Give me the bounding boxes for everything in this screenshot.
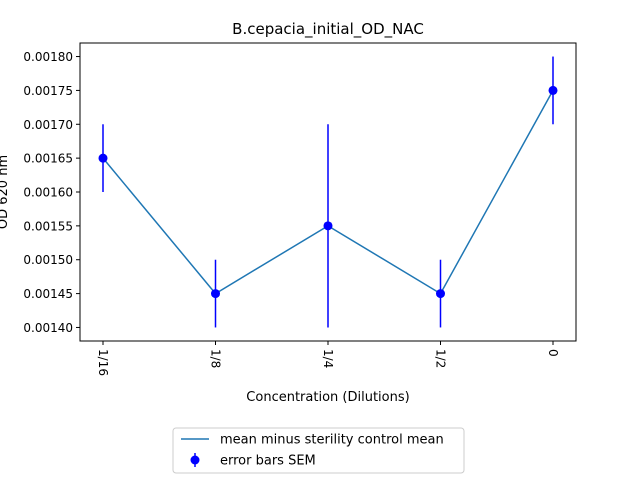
x-tick-label: 1/2 (434, 349, 448, 368)
data-point (323, 221, 333, 231)
x-axis-title: Concentration (Dilutions) (246, 390, 409, 405)
data-point (548, 85, 558, 95)
y-tick-label: 0.00150 (23, 253, 73, 267)
x-tick-label: 1/4 (321, 349, 335, 368)
legend-point-marker (190, 455, 200, 465)
y-tick-label: 0.00145 (23, 287, 73, 301)
y-tick-label: 0.00180 (23, 50, 73, 64)
legend: mean minus sterility control mean error … (172, 427, 465, 474)
data-point (436, 289, 445, 299)
y-tick-label: 0.00170 (23, 118, 73, 132)
chart-title: B.cepacia_initial_OD_NAC (232, 20, 424, 39)
y-tick-label: 0.00175 (23, 84, 73, 98)
legend-label-sem: error bars SEM (220, 454, 316, 469)
y-tick-label: 0.00160 (23, 186, 73, 200)
y-axis-title: OD 620 nm (0, 155, 11, 229)
x-tick-label: 0 (546, 349, 560, 357)
y-tick-label: 0.00165 (23, 152, 73, 166)
data-point (211, 289, 220, 299)
legend-box (172, 427, 465, 474)
data-point (98, 153, 108, 163)
y-tick-label: 0.00140 (23, 321, 73, 335)
y-tick-label: 0.00155 (23, 219, 73, 233)
x-tick-label: 1/8 (209, 349, 223, 368)
plot-area (98, 56, 558, 328)
legend-label-mean: mean minus sterility control mean (220, 433, 444, 448)
x-tick-label: 1/16 (96, 349, 110, 376)
